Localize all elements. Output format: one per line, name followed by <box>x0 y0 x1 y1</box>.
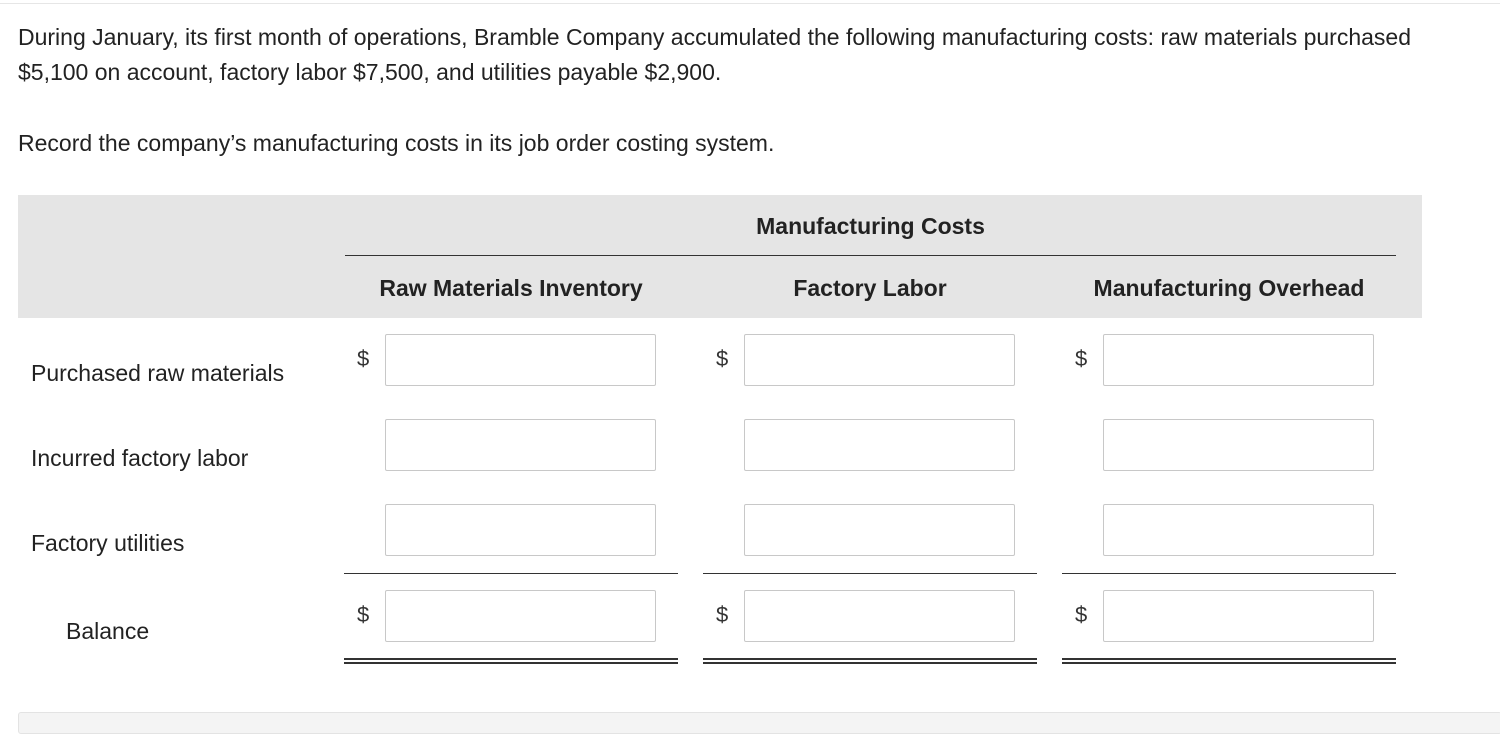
balance-raw-materials-input[interactable] <box>385 590 656 642</box>
row-label-purchased-raw-materials: Purchased raw materials <box>31 360 285 386</box>
column-header-manufacturing-overhead: Manufacturing Overhead <box>1093 275 1365 301</box>
row-label-balance: Balance <box>66 618 150 644</box>
double-rule-manufacturing-overhead <box>1062 658 1396 660</box>
currency-symbol: $ <box>1075 602 1088 627</box>
row-label-incurred-factory-labor: Incurred factory labor <box>31 445 249 471</box>
sum-rule-factory-labor <box>703 573 1037 574</box>
column-header-raw-materials-inventory: Raw Materials Inventory <box>379 275 643 301</box>
double-rule-factory-labor <box>703 658 1037 660</box>
double-rule-factory-labor <box>703 662 1037 664</box>
group-header-manufacturing-costs: Manufacturing Costs <box>756 213 985 239</box>
purchased-raw-materials-factory-labor-input[interactable] <box>744 334 1015 386</box>
row-label-factory-utilities: Factory utilities <box>31 530 185 556</box>
table-header-band <box>18 195 1422 318</box>
purchased-raw-materials-raw-materials-input[interactable] <box>385 334 656 386</box>
column-header-factory-labor: Factory Labor <box>793 275 947 301</box>
currency-symbol: $ <box>357 602 370 627</box>
balance-manufacturing-overhead-input[interactable] <box>1103 590 1374 642</box>
currency-symbol: $ <box>357 346 370 371</box>
currency-symbol: $ <box>1075 346 1088 371</box>
currency-symbol: $ <box>716 346 729 371</box>
question-text: During January, its first month of opera… <box>18 24 1412 85</box>
instruction-text: Record the company’s manufacturing costs… <box>18 130 775 156</box>
balance-factory-labor-input[interactable] <box>744 590 1015 642</box>
double-rule-raw-materials <box>344 658 678 660</box>
group-header-rule <box>345 255 1396 256</box>
sum-rule-manufacturing-overhead <box>1062 573 1396 574</box>
double-rule-manufacturing-overhead <box>1062 662 1396 664</box>
bottom-panel <box>18 712 1500 734</box>
factory-utilities-factory-labor-input[interactable] <box>744 504 1015 556</box>
factory-utilities-manufacturing-overhead-input[interactable] <box>1103 504 1374 556</box>
purchased-raw-materials-manufacturing-overhead-input[interactable] <box>1103 334 1374 386</box>
top-divider <box>0 3 1500 4</box>
sum-rule-raw-materials <box>344 573 678 574</box>
incurred-factory-labor-factory-labor-input[interactable] <box>744 419 1015 471</box>
incurred-factory-labor-raw-materials-input[interactable] <box>385 419 656 471</box>
currency-symbol: $ <box>716 602 729 627</box>
factory-utilities-raw-materials-input[interactable] <box>385 504 656 556</box>
double-rule-raw-materials <box>344 662 678 664</box>
incurred-factory-labor-manufacturing-overhead-input[interactable] <box>1103 419 1374 471</box>
